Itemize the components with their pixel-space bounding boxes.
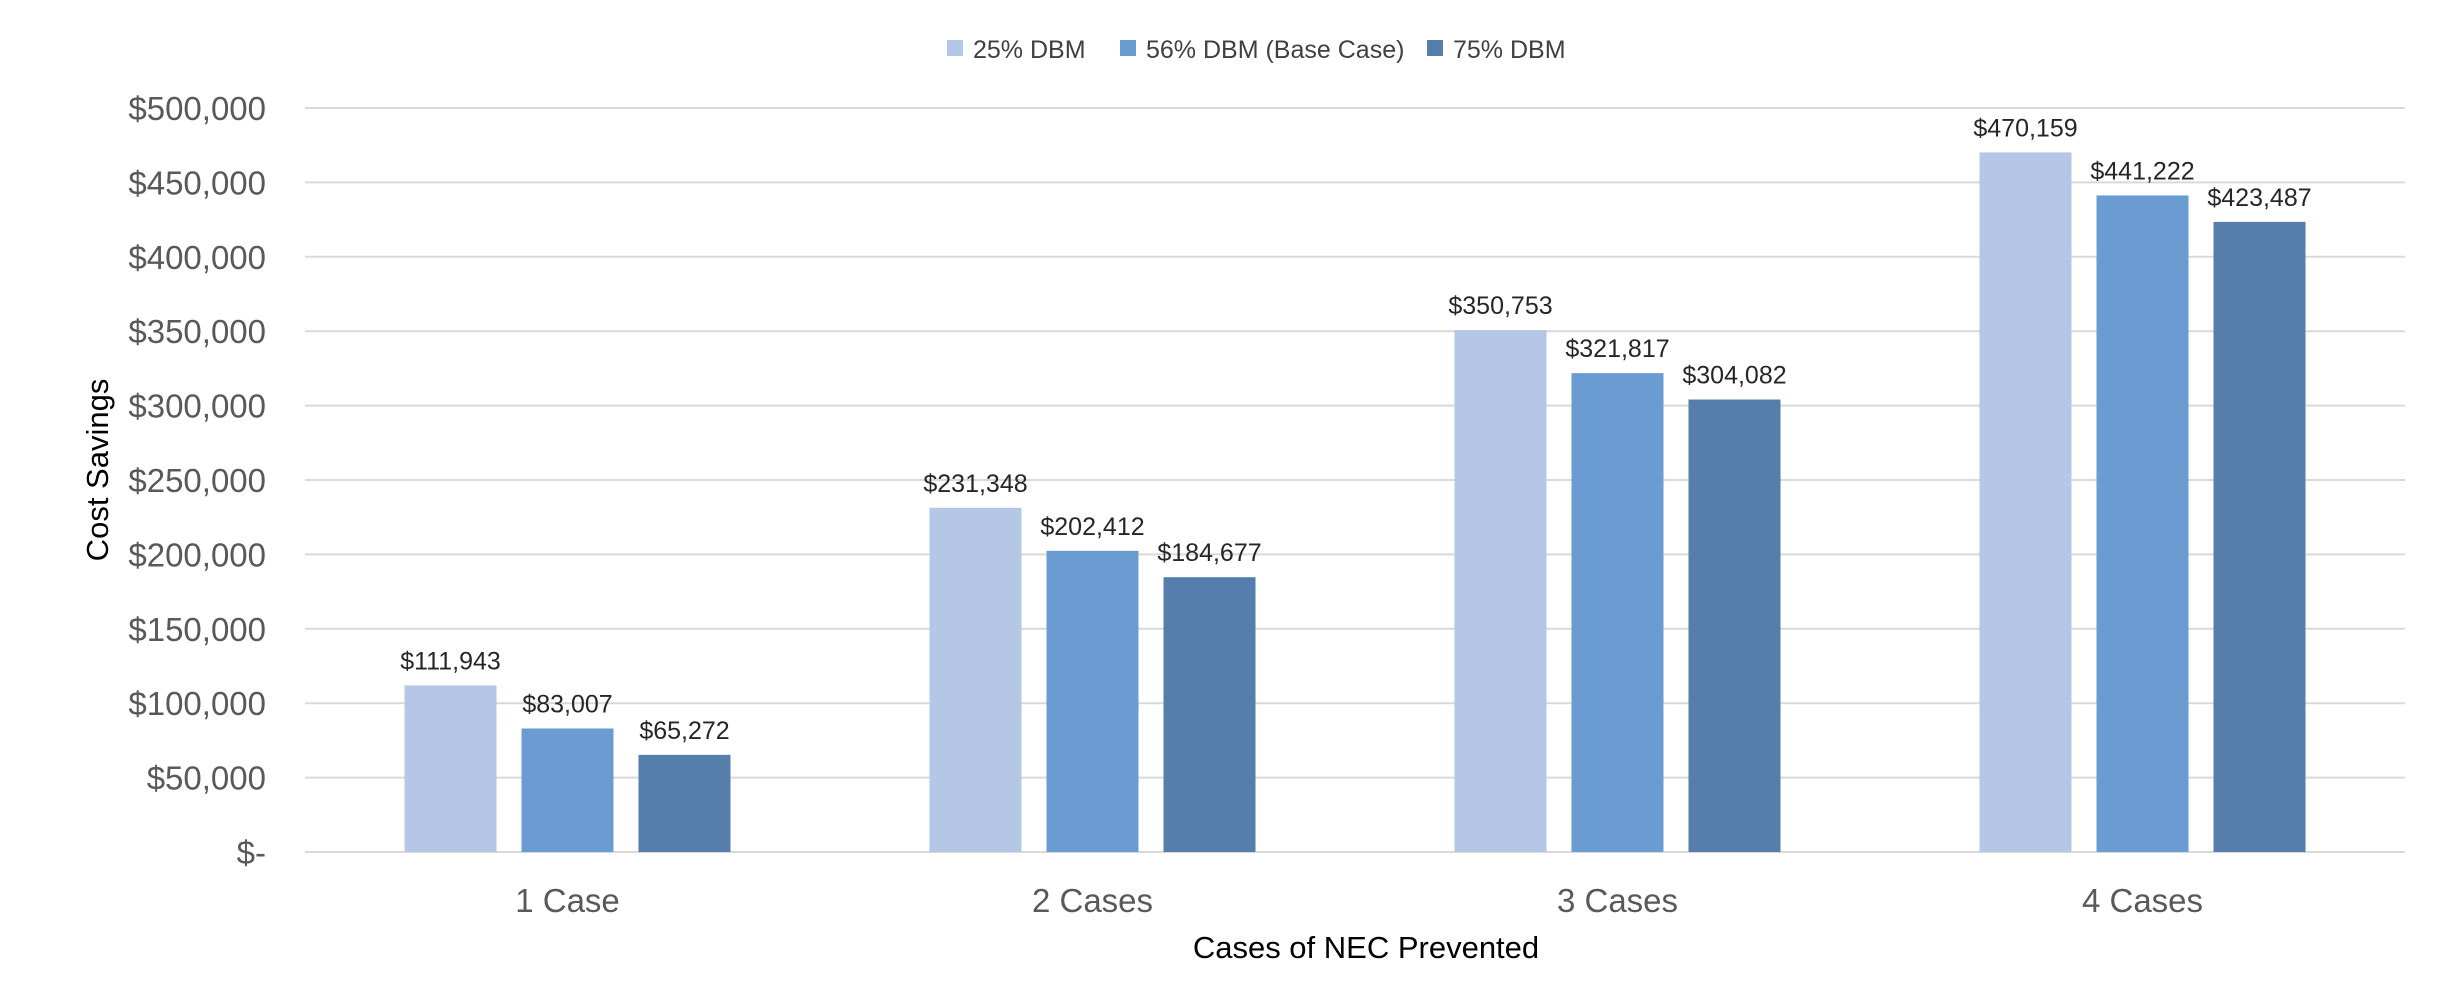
x-axis-title: Cases of NEC Prevented [1193, 930, 1539, 965]
y-tick-label: $200,000 [128, 536, 266, 573]
y-axis-title: Cost Savings [80, 379, 115, 562]
legend-swatch [1120, 40, 1136, 56]
bar-value-label: $423,487 [2207, 184, 2311, 212]
legend-swatch [1427, 40, 1443, 56]
bar [1979, 152, 2072, 852]
bar-value-label: $321,817 [1565, 335, 1669, 363]
legend-label: 25% DBM [973, 36, 1086, 64]
bar-value-label: $83,007 [522, 690, 612, 718]
bar [1688, 399, 1781, 852]
y-tick-label: $300,000 [128, 388, 266, 425]
y-tick-label: $100,000 [128, 685, 266, 722]
y-axis-ticks: $- $50,000 $100,000 $150,000 $200,000 $250,00… [128, 90, 266, 871]
x-category-label: 1 Case [515, 882, 620, 919]
y-tick-label: $50,000 [147, 760, 266, 797]
y-tick-label: $500,000 [128, 90, 266, 127]
bars [404, 152, 2306, 853]
x-category-label: 4 Cases [2082, 882, 2203, 919]
y-tick-label: $350,000 [128, 313, 266, 350]
bar [1163, 577, 1256, 852]
bar-value-label: $441,222 [2090, 157, 2194, 185]
legend-label: 56% DBM (Base Case) [1146, 36, 1404, 64]
bar-value-label: $231,348 [923, 470, 1027, 498]
bar [2096, 195, 2189, 852]
bar-value-label: $184,677 [1157, 539, 1261, 567]
bar [929, 507, 1022, 852]
y-tick-label: $- [237, 834, 266, 871]
bar [638, 754, 731, 852]
bar [521, 728, 614, 852]
bar [1454, 330, 1547, 852]
x-axis-categories: 1 Case 2 Cases 3 Cases 4 Cases [515, 882, 2203, 919]
legend-label: 75% DBM [1453, 36, 1566, 64]
bar [1046, 550, 1139, 852]
y-tick-label: $400,000 [128, 239, 266, 276]
bar [1571, 373, 1664, 852]
y-tick-label: $150,000 [128, 611, 266, 648]
y-tick-label: $450,000 [128, 164, 266, 201]
bar-value-label: $470,159 [1973, 114, 2077, 142]
y-tick-label: $250,000 [128, 462, 266, 499]
bar [2213, 221, 2306, 853]
x-category-label: 3 Cases [1557, 882, 1678, 919]
bar-value-label: $202,412 [1040, 513, 1144, 541]
bar-value-label: $350,753 [1448, 292, 1552, 320]
bar-value-label: $111,943 [400, 647, 501, 675]
legend-swatch [947, 40, 963, 56]
bar-value-label: $65,272 [639, 717, 729, 745]
bar [404, 685, 497, 852]
bar-value-label: $304,082 [1682, 362, 1786, 390]
legend: 25% DBM 56% DBM (Base Case) 75% DBM [947, 36, 1566, 64]
x-category-label: 2 Cases [1032, 882, 1153, 919]
data-labels: $111,943 $83,007 $65,272 $231,348 $202,412 $1… [400, 114, 2311, 744]
gridlines [305, 107, 2405, 853]
